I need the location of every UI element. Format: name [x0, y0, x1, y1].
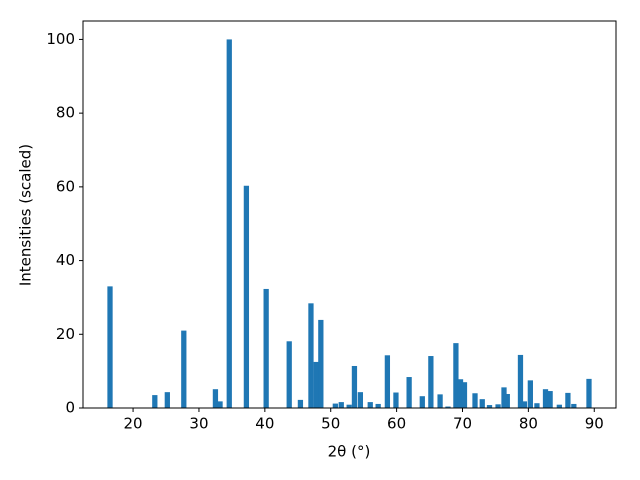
bar	[419, 396, 425, 408]
bar	[445, 406, 451, 408]
plot-frame	[82, 20, 617, 409]
bar	[534, 403, 540, 408]
bar	[332, 403, 338, 408]
y-tick-label: 20	[56, 325, 75, 343]
bar	[181, 330, 187, 408]
bar	[318, 319, 324, 408]
x-tick-label: 30	[189, 415, 208, 433]
bar	[517, 354, 524, 408]
bar	[472, 393, 478, 408]
bar	[461, 382, 468, 408]
bar	[393, 392, 399, 408]
y-tick-label: 0	[65, 399, 75, 417]
x-tick-label: 60	[387, 415, 406, 433]
y-tick-label: 60	[56, 177, 75, 195]
y-tick-label: 40	[56, 251, 75, 269]
bar	[453, 343, 459, 408]
x-tick-label: 80	[519, 415, 538, 433]
bar	[495, 404, 501, 408]
bar	[351, 365, 358, 408]
bar	[504, 393, 510, 408]
bar	[367, 402, 373, 408]
x-tick-label: 20	[124, 415, 143, 433]
bar	[586, 378, 592, 408]
y-axis-label: Intensities (scaled)	[17, 144, 35, 286]
bar	[338, 402, 344, 408]
bar	[357, 392, 364, 408]
bar	[428, 356, 434, 408]
bar	[542, 389, 549, 408]
bar	[152, 395, 158, 408]
bar	[263, 288, 269, 408]
bar	[297, 399, 304, 408]
bar	[501, 387, 507, 408]
bar	[243, 185, 250, 408]
bar	[565, 392, 571, 408]
bar	[286, 341, 292, 408]
bar	[437, 394, 443, 408]
y-tick-label: 80	[56, 104, 75, 122]
bar	[486, 405, 493, 408]
x-tick-label: 50	[321, 415, 340, 433]
bar	[527, 380, 533, 408]
bar	[571, 403, 577, 408]
bar	[164, 392, 170, 408]
bar	[308, 303, 314, 408]
bar	[556, 404, 562, 408]
bar	[406, 377, 412, 408]
bar	[107, 286, 113, 408]
bar	[346, 404, 352, 408]
x-tick-label: 70	[453, 415, 472, 433]
bar	[217, 401, 223, 408]
x-axis-label: 2θ (°)	[328, 443, 371, 461]
bar	[521, 401, 528, 408]
x-tick-label: 90	[585, 415, 604, 433]
bar	[384, 355, 391, 408]
bar	[375, 403, 381, 408]
bar	[313, 361, 319, 408]
y-tick-label: 100	[46, 30, 75, 48]
bar	[479, 399, 485, 408]
bar	[226, 39, 232, 409]
bar	[547, 391, 553, 408]
x-tick-label: 40	[255, 415, 274, 433]
bar	[457, 379, 464, 408]
bar	[212, 389, 219, 408]
